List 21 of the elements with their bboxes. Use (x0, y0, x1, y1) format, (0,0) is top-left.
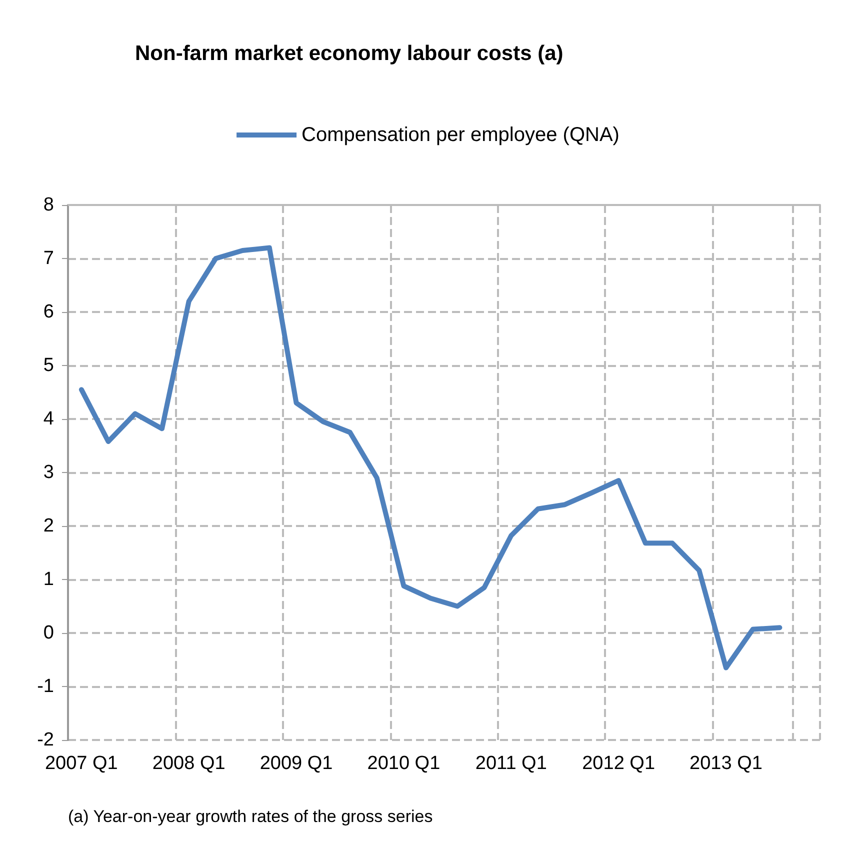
x-tick-label: 2010 Q1 (367, 753, 440, 774)
y-tick-label: 8 (43, 194, 54, 216)
y-tick-label: 1 (43, 569, 54, 590)
legend-label: Compensation per employee (QNA) (302, 124, 620, 146)
text: (a) Year-on-year growth rates of the gross series (68, 807, 433, 826)
y-tick-label: 2 (43, 516, 54, 536)
y-tick-label: -2 (37, 730, 54, 750)
x-tick-label: 2012 Q1 (582, 753, 656, 774)
x-tick-label: 2007 Q1 (44, 753, 118, 774)
y-tick-label: 6 (43, 302, 54, 322)
y-tick-label: 4 (43, 408, 54, 430)
y-tick-label: 3 (43, 462, 54, 483)
chart-title: Non-farm market economy labour costs (a) (135, 42, 564, 65)
y-tick-label: 7 (43, 248, 54, 269)
x-tick-label: 2009 Q1 (260, 753, 333, 774)
x-tick-label: 2011 Q1 (475, 753, 547, 774)
x-tick-label: 2013 Q1 (690, 753, 762, 774)
y-tick-label: 5 (43, 355, 54, 376)
y-tick-label: 0 (43, 622, 54, 644)
x-tick-label: 2008 Q1 (152, 753, 226, 774)
y-tick-label: -1 (37, 676, 54, 697)
